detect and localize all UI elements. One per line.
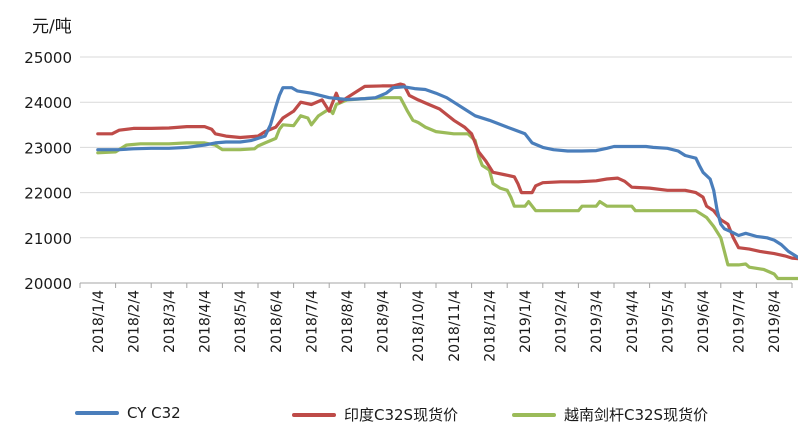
legend-label-cy-c32: CY C32 (127, 404, 181, 422)
y-tick-label: 24000 (24, 94, 72, 112)
legend-item-vietnam-c32s: 越南剑杆C32S现货价 (512, 404, 708, 425)
gridlines (80, 56, 792, 239)
x-tick-label: 2018/9/4 (376, 290, 392, 353)
x-tick-label: 2019/8/4 (767, 290, 783, 353)
x-tick-label: 2019/4/4 (625, 290, 641, 353)
x-tick-label: 2018/10/4 (411, 290, 427, 362)
legend-item-cy-c32: CY C32 (75, 404, 181, 422)
legend-label-india-c32s: 印度C32S现货价 (344, 406, 459, 424)
x-tick-label: 2019/7/4 (732, 290, 748, 353)
x-tick-label: 2019/3/4 (589, 290, 605, 353)
x-tick-label: 2018/12/4 (482, 290, 498, 362)
legend-swatch-india-c32s (292, 412, 336, 417)
x-tick-label: 2018/1/4 (91, 290, 107, 353)
series-lines (96, 82, 798, 281)
y-tick-label: 25000 (24, 49, 72, 67)
x-axis: 2018/1/4 2018/2/4 2018/3/4 2018/4/4 2018/5/4… (79, 282, 793, 362)
y-tick-label: 23000 (24, 139, 72, 157)
x-tick-label: 2019/5/4 (660, 290, 676, 353)
x-tick-label: 2018/11/4 (447, 290, 463, 362)
x-tick-label: 2018/4/4 (198, 290, 214, 353)
y-tick-label: 21000 (24, 230, 72, 248)
x-tick-label: 2018/6/4 (269, 290, 285, 353)
legend-item-india-c32s: 印度C32S现货价 (292, 404, 458, 425)
legend-swatch-vietnam-c32s (512, 412, 556, 417)
legend-swatch-cy-c32 (75, 411, 119, 415)
x-tick-label: 2019/2/4 (554, 290, 570, 353)
x-tick-label: 2019/6/4 (696, 290, 712, 353)
y-axis-unit-label: 元/吨 (32, 17, 72, 37)
x-tick-label: 2018/3/4 (162, 290, 178, 353)
y-axis-tick-labels: 25000 24000 23000 22000 21000 20000 (24, 49, 72, 293)
y-tick-label: 22000 (24, 185, 72, 203)
series-line-cy-c32 (96, 85, 798, 260)
x-tick-label: 2018/8/4 (340, 290, 356, 353)
x-tick-label: 2018/7/4 (304, 290, 320, 353)
y-tick-label: 20000 (24, 275, 72, 293)
legend-label-vietnam-c32s: 越南剑杆C32S现货价 (564, 406, 709, 424)
x-tick-label: 2019/1/4 (518, 290, 534, 353)
x-tick-label: 2018/2/4 (126, 290, 142, 353)
x-tick-label: 2018/5/4 (233, 290, 249, 353)
series-line-india-c32s (96, 82, 798, 261)
